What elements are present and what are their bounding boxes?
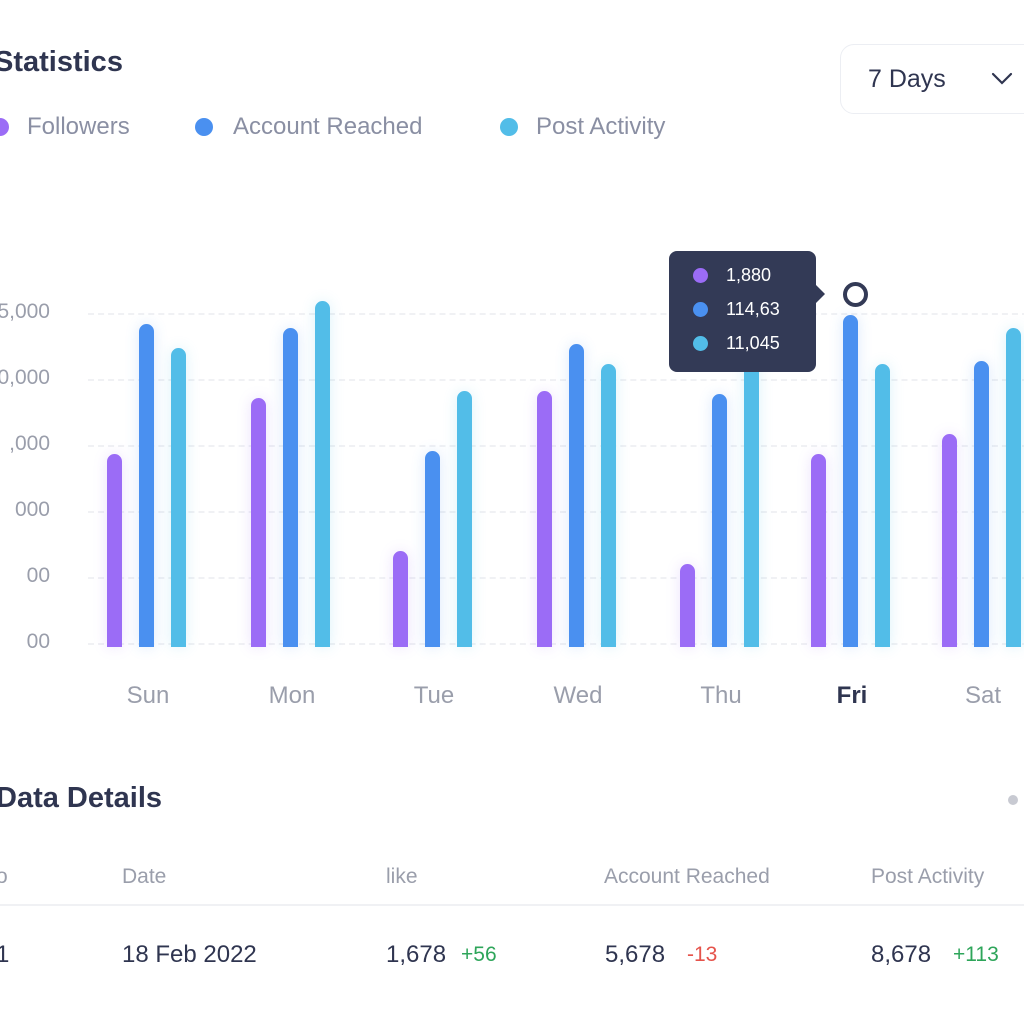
more-dots-icon[interactable]: [1008, 795, 1018, 805]
x-tick-label: Thu: [700, 682, 742, 709]
table-divider: [0, 904, 1024, 906]
cell-post-activity-delta: +113: [953, 943, 999, 966]
legend-dot-account-reached: [195, 118, 213, 136]
cell-like: 1,678: [386, 941, 447, 968]
gridline: [88, 445, 1024, 447]
bar-account-reached-sun[interactable]: [139, 324, 154, 647]
legend-label: Post Activity: [536, 113, 666, 140]
gridline: [88, 577, 1024, 579]
y-tick-label: 5,000: [0, 300, 50, 323]
bar-followers-fri[interactable]: [811, 454, 826, 647]
bar-followers-thu[interactable]: [680, 563, 695, 647]
cell-no: 1: [0, 941, 10, 968]
bar-post-activity-mon[interactable]: [315, 301, 330, 647]
bar-followers-sat[interactable]: [942, 434, 957, 647]
bar-followers-mon[interactable]: [251, 397, 266, 647]
tooltip-value: 114,63: [726, 299, 780, 319]
legend-label: Followers: [27, 113, 130, 140]
legend-label: Account Reached: [233, 113, 423, 140]
bar-account-reached-sat[interactable]: [974, 361, 989, 647]
bar-account-reached-wed[interactable]: [569, 344, 584, 647]
y-tick-label: 000: [14, 498, 50, 521]
bar-post-activity-thu[interactable]: [744, 321, 759, 647]
hover-marker: [843, 282, 868, 307]
x-tick-label: Fri: [836, 682, 868, 709]
gridline: [88, 313, 1024, 315]
cell-account-reached: 5,678: [605, 941, 666, 968]
y-tick-label: ,000: [9, 432, 50, 455]
column-header-post-activity: Post Activity: [871, 865, 985, 888]
bar-post-activity-sun[interactable]: [171, 347, 186, 647]
column-header-account-reached: Account Reached: [604, 865, 770, 888]
tooltip-dot-account-reached: [693, 302, 708, 317]
chart-tooltip: 1,880 114,63 11,045: [669, 251, 825, 372]
chevron-down-icon: [991, 72, 1013, 85]
column-header-like: like: [386, 865, 418, 888]
bar-followers-wed[interactable]: [537, 390, 552, 647]
bar-account-reached-thu[interactable]: [712, 394, 727, 647]
range-dropdown-value: 7 Days: [868, 65, 946, 93]
column-header-date: Date: [122, 865, 167, 888]
cell-account-reached-delta: -13: [687, 943, 718, 966]
x-tick-label: Sat: [964, 682, 1002, 709]
bar-followers-sun[interactable]: [107, 454, 122, 647]
tooltip-value: 11,045: [726, 333, 780, 353]
x-tick-label: Mon: [268, 682, 316, 709]
legend-dot-followers: [0, 118, 9, 136]
legend-dot-post-activity: [500, 118, 518, 136]
cell-post-activity: 8,678: [871, 941, 932, 968]
bar-post-activity-wed[interactable]: [601, 364, 616, 647]
bar-post-activity-tue[interactable]: [457, 390, 472, 647]
gridline: [88, 511, 1024, 513]
bar-account-reached-tue[interactable]: [425, 450, 440, 647]
bar-post-activity-fri[interactable]: [875, 364, 890, 647]
x-tick-label: Sun: [126, 682, 170, 709]
gridline: [88, 643, 1024, 645]
bar-account-reached-mon[interactable]: [283, 327, 298, 647]
y-tick-label: 00: [26, 630, 50, 653]
bar-post-activity-sat[interactable]: [1006, 327, 1021, 647]
tooltip-dot-followers: [693, 268, 708, 283]
gridline: [88, 379, 1024, 381]
cell-like-delta: +56: [461, 943, 497, 966]
y-tick-label: 0,000: [0, 366, 50, 389]
cell-date: 18 Feb 2022: [122, 941, 257, 968]
x-tick-label: Wed: [553, 682, 603, 709]
details-title: Data Details: [0, 782, 163, 814]
bar-account-reached-fri[interactable]: [843, 314, 858, 647]
tooltip-dot-post-activity: [693, 336, 708, 351]
range-dropdown[interactable]: 7 Days: [840, 44, 1024, 114]
y-tick-label: 00: [26, 564, 50, 587]
column-header-no: o: [0, 865, 8, 888]
tooltip-value: 1,880: [726, 265, 772, 285]
page-title: Statistics: [0, 46, 123, 78]
x-tick-label: Tue: [413, 682, 455, 709]
bar-followers-tue[interactable]: [393, 550, 408, 647]
